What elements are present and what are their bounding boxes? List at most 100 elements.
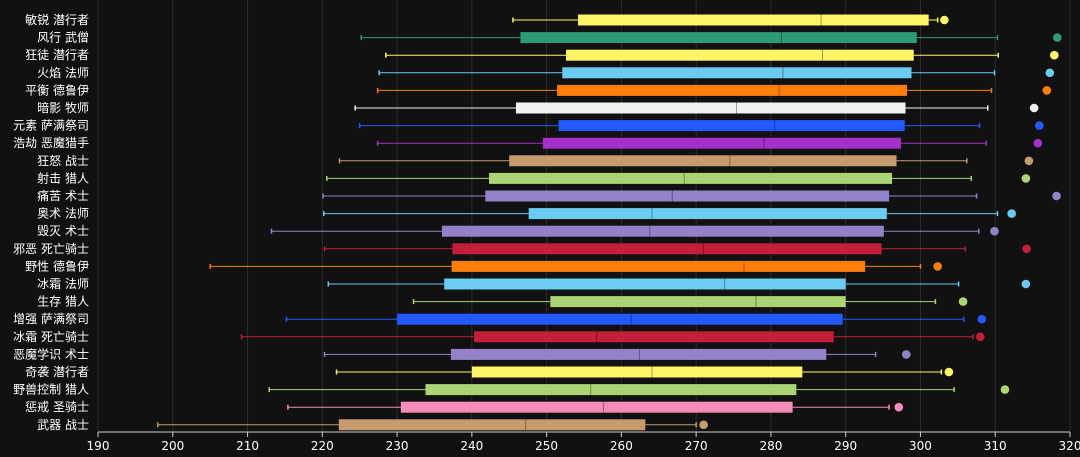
- y-category-label: 火焰 法师: [37, 65, 89, 80]
- outlier-point: [975, 332, 985, 342]
- y-category-label: 生存 猎人: [37, 295, 89, 309]
- box-row: [376, 84, 1052, 96]
- y-category-label: 元素 萨满祭司: [13, 119, 89, 133]
- outlier-point: [1021, 279, 1031, 289]
- box-row: [323, 348, 911, 360]
- x-tick-label: 250: [535, 439, 558, 453]
- outlier-point: [1007, 209, 1016, 218]
- y-category-label: 浩劫 恶魔猎手: [13, 135, 89, 150]
- box-iqr: [557, 84, 908, 96]
- y-category-label: 邪恶 死亡骑士: [13, 242, 89, 256]
- outlier-point: [1033, 138, 1043, 148]
- box-iqr: [397, 313, 843, 325]
- x-tick-label: 260: [610, 439, 633, 453]
- x-axis-ticks: 190 200 210 220 230 240 250 260 270 280 290 300 310 3…: [87, 432, 1080, 453]
- box-iqr: [452, 243, 882, 255]
- box-row: [378, 67, 1055, 79]
- y-category-label: 野性 德鲁伊: [25, 258, 89, 273]
- x-tick-label: 270: [685, 439, 708, 453]
- box-iqr: [338, 419, 646, 431]
- box-iqr: [542, 137, 902, 149]
- box-iqr: [566, 49, 914, 61]
- box-iqr: [450, 348, 827, 360]
- box-iqr: [425, 384, 797, 396]
- box-iqr: [489, 172, 893, 184]
- box-iqr: [520, 32, 917, 44]
- outlier-point: [894, 402, 904, 412]
- box-row: [323, 208, 1016, 220]
- x-tick-label: 210: [236, 439, 259, 453]
- box-iqr: [444, 278, 846, 290]
- y-category-label: 武器 战士: [37, 418, 89, 432]
- x-tick-label: 200: [161, 439, 184, 453]
- y-category-label: 暗影 牧师: [37, 100, 89, 115]
- outlier-point: [901, 350, 911, 359]
- y-category-label: 平衡 德鲁伊: [25, 82, 89, 97]
- x-tick-label: 300: [909, 439, 932, 453]
- outlier-point: [1021, 174, 1031, 183]
- y-category-label: 野兽控制 猎人: [13, 383, 89, 397]
- x-tick-label: 230: [386, 439, 409, 453]
- box-iqr: [578, 14, 929, 26]
- y-category-label: 敏锐 潜行者: [25, 12, 89, 27]
- box-iqr: [528, 208, 887, 220]
- x-tick-label: 240: [460, 439, 483, 453]
- y-category-label: 奇袭 潜行者: [25, 364, 89, 379]
- x-tick-label: 280: [759, 439, 782, 453]
- y-category-label: 奥术 法师: [37, 207, 89, 221]
- box-iqr: [562, 67, 912, 79]
- box-row: [358, 120, 1044, 132]
- box-row: [209, 260, 942, 272]
- box-row: [157, 419, 708, 431]
- outlier-point: [1042, 86, 1052, 95]
- box-iqr: [441, 225, 884, 237]
- outlier-point: [940, 15, 949, 25]
- box-iqr: [485, 190, 890, 202]
- outlier-point: [1045, 68, 1055, 78]
- y-category-label: 冰霜 死亡骑士: [13, 330, 89, 344]
- y-category-label: 射击 猎人: [37, 170, 89, 185]
- y-category-label: 痛苦 术士: [37, 188, 89, 203]
- outlier-point: [1024, 156, 1034, 166]
- box-iqr: [515, 102, 906, 114]
- x-tick-label: 320: [1059, 439, 1080, 453]
- box-iqr: [474, 331, 834, 343]
- y-category-label: 狂徒 潜行者: [25, 48, 89, 62]
- box-iqr: [451, 260, 866, 272]
- box-row: [412, 296, 968, 308]
- box-row: [512, 14, 949, 26]
- box-series: [157, 14, 1062, 431]
- y-category-label: 惩戒 圣骑士: [25, 400, 89, 414]
- outlier-point: [1035, 121, 1044, 130]
- outlier-point: [977, 314, 987, 324]
- box-row: [326, 172, 1031, 184]
- box-row: [385, 49, 1059, 61]
- box-iqr: [400, 401, 793, 413]
- box-iqr: [471, 366, 803, 378]
- outlier-point: [1029, 103, 1039, 113]
- box-iqr: [550, 296, 846, 308]
- x-tick-label: 190: [87, 439, 110, 453]
- box-row: [360, 32, 1062, 44]
- box-row: [323, 243, 1031, 255]
- box-row: [287, 401, 904, 413]
- x-tick-label: 220: [311, 439, 334, 453]
- outlier-point: [933, 262, 942, 271]
- y-category-label: 风行 武僧: [37, 31, 89, 45]
- box-row: [322, 190, 1061, 202]
- box-iqr: [558, 120, 905, 132]
- outlier-point: [1052, 33, 1062, 42]
- outlier-point: [699, 420, 708, 430]
- box-row: [240, 331, 985, 343]
- box-row: [285, 313, 987, 325]
- outlier-point: [1022, 244, 1031, 254]
- y-category-label: 毁灭 术士: [37, 223, 89, 238]
- outlier-point: [990, 226, 999, 236]
- x-tick-label: 290: [834, 439, 857, 453]
- box-row: [354, 102, 1039, 114]
- y-category-label: 冰霜 法师: [37, 277, 89, 291]
- outlier-point: [1052, 191, 1061, 201]
- box-row: [338, 155, 1034, 167]
- box-iqr: [509, 155, 897, 167]
